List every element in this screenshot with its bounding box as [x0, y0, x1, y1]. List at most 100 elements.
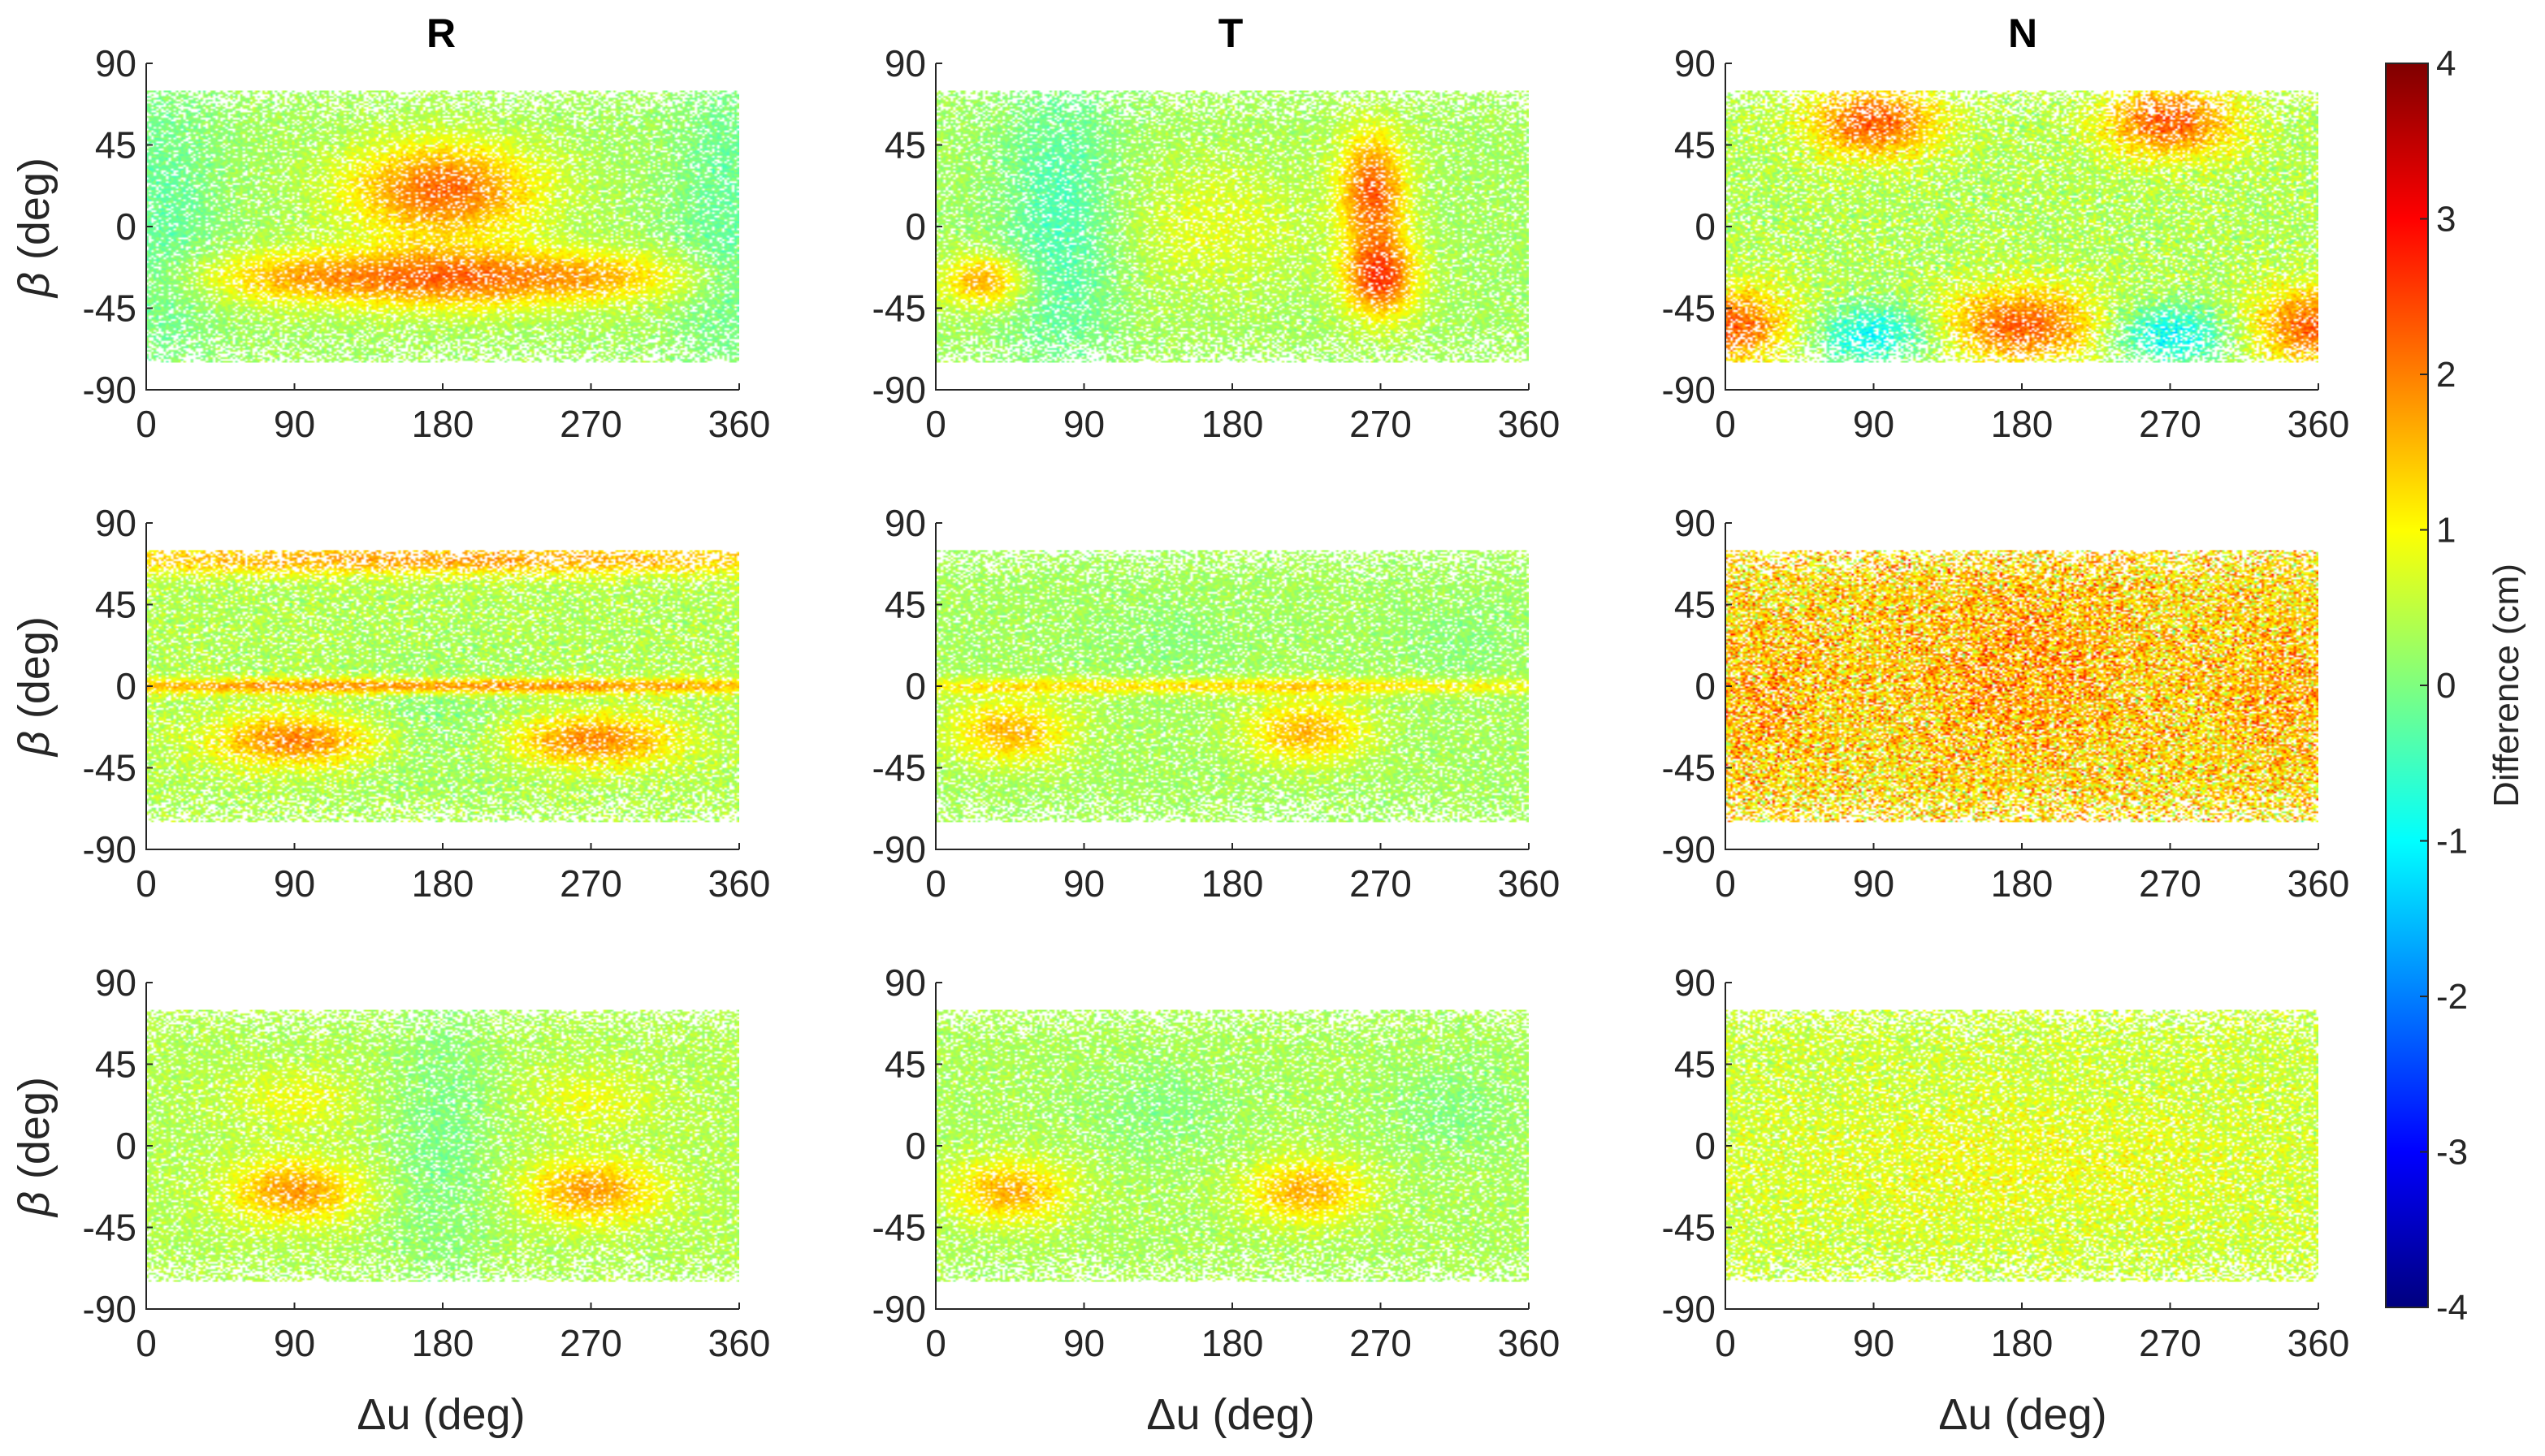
panel-r-row1: 0 90 180 270 360 -90 -45 0 45 90: [83, 42, 771, 445]
heatmap-scatter: [936, 90, 1529, 363]
y-tick-label: 0: [905, 1125, 926, 1167]
y-tick-label: -90: [872, 828, 926, 871]
y-tick-label: 0: [905, 205, 926, 248]
y-tick-label: 45: [1674, 584, 1716, 626]
heatmap-scatter: [1725, 550, 2318, 823]
y-tick-label: 45: [885, 1043, 926, 1086]
x-tick-label: 90: [274, 862, 315, 905]
y-tick-label: -45: [1662, 1207, 1716, 1249]
x-tick-label: 180: [1201, 1322, 1264, 1364]
y-tick-label: -90: [1662, 1288, 1716, 1330]
x-tick-label: 0: [136, 1322, 157, 1364]
x-tick-label: 0: [1715, 1322, 1736, 1364]
y-tick-label: 0: [1695, 1125, 1716, 1167]
panel-n-row2: 0 90 180 270 360 -90 -45 0 45 90: [1662, 502, 2350, 905]
column-title-t: T: [1218, 11, 1244, 56]
heatmap-scatter: [146, 1009, 739, 1282]
y-tick-label: 45: [885, 124, 926, 166]
heatmap-scatter: [146, 90, 739, 363]
y-tick-label: 90: [1674, 42, 1716, 84]
panel-t-row2: 0 90 180 270 360 -90 -45 0 45 90: [872, 502, 1560, 905]
y-tick-label: -45: [1662, 287, 1716, 330]
x-tick-label: 270: [1349, 1322, 1412, 1364]
colorbar-tick-label: 3: [2436, 200, 2456, 240]
y-tick-label: 45: [95, 584, 136, 626]
panel-r-row3: 0 90 180 270 360 -90 -45 0 45 90: [83, 961, 771, 1364]
x-tick-label: 360: [2287, 403, 2350, 445]
y-tick-label: 45: [95, 1043, 136, 1086]
x-tick-label: 0: [925, 1322, 946, 1364]
y-tick-label: -90: [83, 369, 136, 411]
panel-n-row3: 0 90 180 270 360 -90 -45 0 45 90: [1662, 961, 2350, 1364]
y-tick-label: 90: [95, 961, 136, 1004]
x-axis-label-col3: Δu (deg): [1938, 1390, 2106, 1439]
column-title-r: R: [426, 11, 456, 56]
x-axis-label-col1: Δu (deg): [357, 1390, 525, 1439]
y-axis-label-symbol: β: [10, 731, 58, 758]
x-tick-label: 90: [1063, 862, 1105, 905]
panel-n-row1: 0 90 180 270 360 -90 -45 0 45 90: [1662, 42, 2350, 445]
x-tick-label: 0: [925, 403, 946, 445]
y-axis-label-symbol: β: [10, 272, 58, 299]
y-tick-label: -45: [872, 1207, 926, 1249]
x-tick-label: 360: [708, 1322, 771, 1364]
x-tick-label: 270: [2139, 862, 2201, 905]
y-tick-label: 90: [95, 42, 136, 84]
y-tick-label: 0: [115, 665, 136, 707]
x-tick-label: 0: [1715, 862, 1736, 905]
panel-grid: 0 90 180 270 360 -90 -45 0 45 90 0 90 180 270 360 -90 -4…: [83, 42, 2350, 1364]
x-tick-label: 90: [274, 1322, 315, 1364]
y-axis-label-unit: (deg): [10, 616, 58, 731]
x-tick-label: 180: [1991, 1322, 2054, 1364]
x-tick-label: 180: [412, 862, 474, 905]
colorbar-tick-label: -4: [2436, 1288, 2468, 1328]
y-tick-label: 0: [1695, 205, 1716, 248]
heatmap-scatter: [146, 550, 739, 823]
y-axis-label-unit: (deg): [10, 158, 58, 272]
x-tick-label: 90: [1063, 1322, 1105, 1364]
x-tick-label: 270: [2139, 403, 2201, 445]
x-tick-label: 0: [136, 403, 157, 445]
x-tick-label: 360: [708, 403, 771, 445]
colorbar-tick-label: 4: [2436, 44, 2456, 84]
y-tick-label: 45: [1674, 124, 1716, 166]
colorbar-tick-label: -3: [2436, 1133, 2468, 1173]
y-tick-label: -45: [83, 1207, 136, 1249]
colorbar-tick-label: 0: [2436, 666, 2456, 706]
y-tick-label: -45: [83, 747, 136, 789]
y-tick-label: -45: [872, 747, 926, 789]
heatmap-scatter: [1725, 90, 2318, 363]
y-tick-label: 0: [905, 665, 926, 707]
x-tick-label: 90: [1853, 1322, 1894, 1364]
y-tick-label: 90: [885, 42, 926, 84]
x-tick-label: 90: [1853, 862, 1894, 905]
x-tick-label: 360: [1498, 403, 1560, 445]
heatmap-scatter: [1725, 1009, 2318, 1282]
y-tick-label: 90: [1674, 961, 1716, 1004]
x-tick-label: 180: [1991, 403, 2054, 445]
colorbar-label: Difference (cm): [2487, 564, 2526, 807]
y-tick-label: -90: [872, 1288, 926, 1330]
x-tick-label: 270: [560, 403, 622, 445]
y-tick-label: -90: [83, 1288, 136, 1330]
y-tick-label: -45: [872, 287, 926, 330]
y-tick-label: 0: [115, 205, 136, 248]
x-tick-label: 180: [412, 1322, 474, 1364]
x-tick-label: 270: [1349, 403, 1412, 445]
y-axis-label-row1: β (deg): [10, 158, 58, 299]
y-tick-label: 45: [95, 124, 136, 166]
y-axis-label-unit: (deg): [10, 1077, 58, 1191]
x-tick-label: 180: [1991, 862, 2054, 905]
y-tick-label: 90: [1674, 502, 1716, 544]
x-tick-label: 90: [274, 403, 315, 445]
y-tick-label: 0: [1695, 665, 1716, 707]
x-tick-label: 270: [2139, 1322, 2201, 1364]
x-tick-label: 270: [1349, 862, 1412, 905]
panel-t-row1: 0 90 180 270 360 -90 -45 0 45 90: [872, 42, 1560, 445]
x-tick-label: 360: [1498, 1322, 1560, 1364]
y-tick-label: 0: [115, 1125, 136, 1167]
y-tick-label: -90: [83, 828, 136, 871]
y-tick-label: -45: [83, 287, 136, 330]
colorbar-tick-label: 2: [2436, 355, 2456, 395]
